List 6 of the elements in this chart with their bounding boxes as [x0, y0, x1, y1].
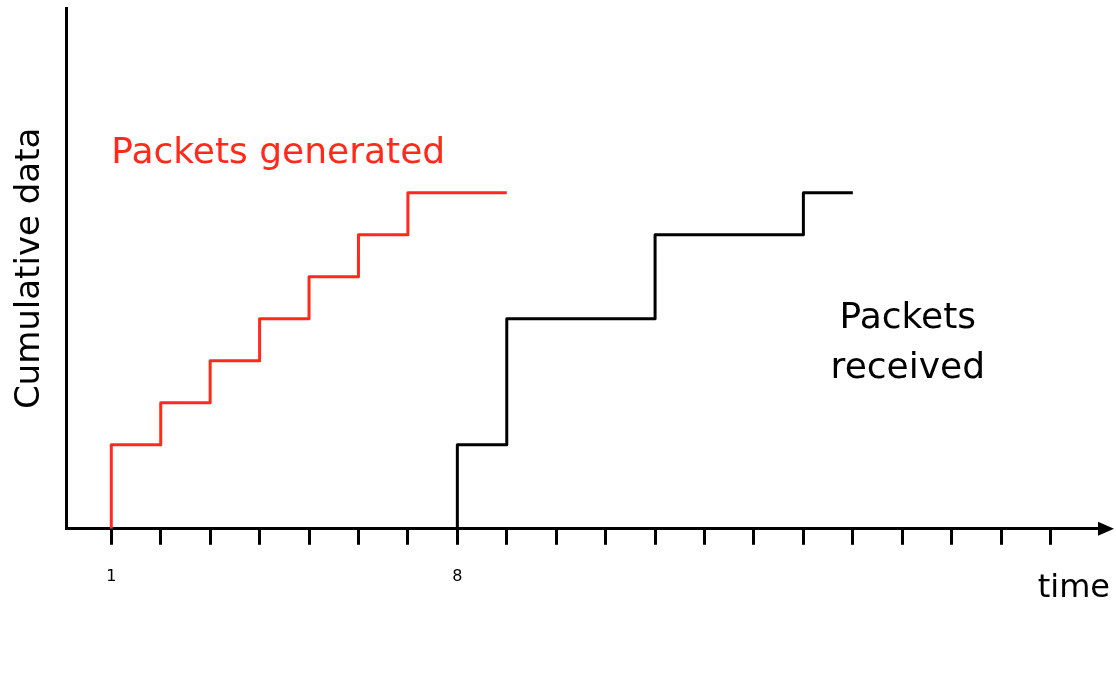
x-tick-label: 8 — [452, 565, 463, 585]
x-axis-title: time — [1037, 566, 1110, 605]
x-tick-label: 1 — [106, 565, 117, 585]
y-axis-title: Cumulative data — [7, 127, 48, 410]
series-label: Packets generated — [111, 129, 446, 171]
series-label: Packets received — [830, 294, 986, 386]
